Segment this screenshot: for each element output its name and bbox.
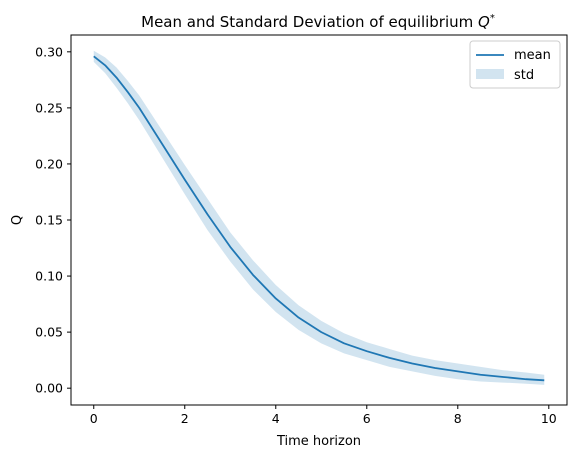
axes-frame — [70, 34, 568, 406]
y-tick-label: 0.05 — [35, 325, 63, 340]
x-axis-title: Time horizon — [276, 434, 361, 449]
x-tick-label: 6 — [363, 411, 371, 426]
x-tick-label: 10 — [541, 411, 557, 426]
y-tick-label: 0.30 — [35, 44, 63, 59]
y-tick-label: 0.15 — [35, 213, 63, 228]
y-tick-label: 0.25 — [35, 100, 63, 115]
legend-box — [469, 40, 561, 89]
y-tick-label: 0.00 — [35, 381, 63, 396]
legend-mean-label: mean — [514, 48, 551, 63]
y-axis-title: Q — [10, 215, 25, 225]
chart-title-text: Mean and Standard Deviation of equilibri… — [141, 13, 478, 31]
x-tick-label: 2 — [181, 411, 189, 426]
std-band — [93, 50, 545, 385]
chart-title: Mean and Standard Deviation of equilibri… — [141, 13, 495, 31]
x-tick-label: 0 — [90, 411, 98, 426]
y-axis: 0.00 0.05 0.10 0.15 0.20 0.25 0.30 — [35, 44, 71, 396]
y-tick-label: 0.20 — [35, 156, 63, 171]
chart-title-superscript: * — [490, 13, 495, 24]
mean-line — [93, 55, 545, 382]
plot-area — [93, 50, 545, 385]
x-axis: 0 2 4 6 8 10 — [90, 405, 557, 426]
legend-std-label: std — [514, 68, 534, 83]
legend: mean std — [469, 40, 561, 89]
chart-title-symbol: Q — [478, 13, 490, 31]
x-tick-label: 8 — [454, 411, 462, 426]
y-tick-label: 0.10 — [35, 269, 63, 284]
x-tick-label: 4 — [272, 411, 280, 426]
legend-std-swatch — [476, 69, 504, 79]
